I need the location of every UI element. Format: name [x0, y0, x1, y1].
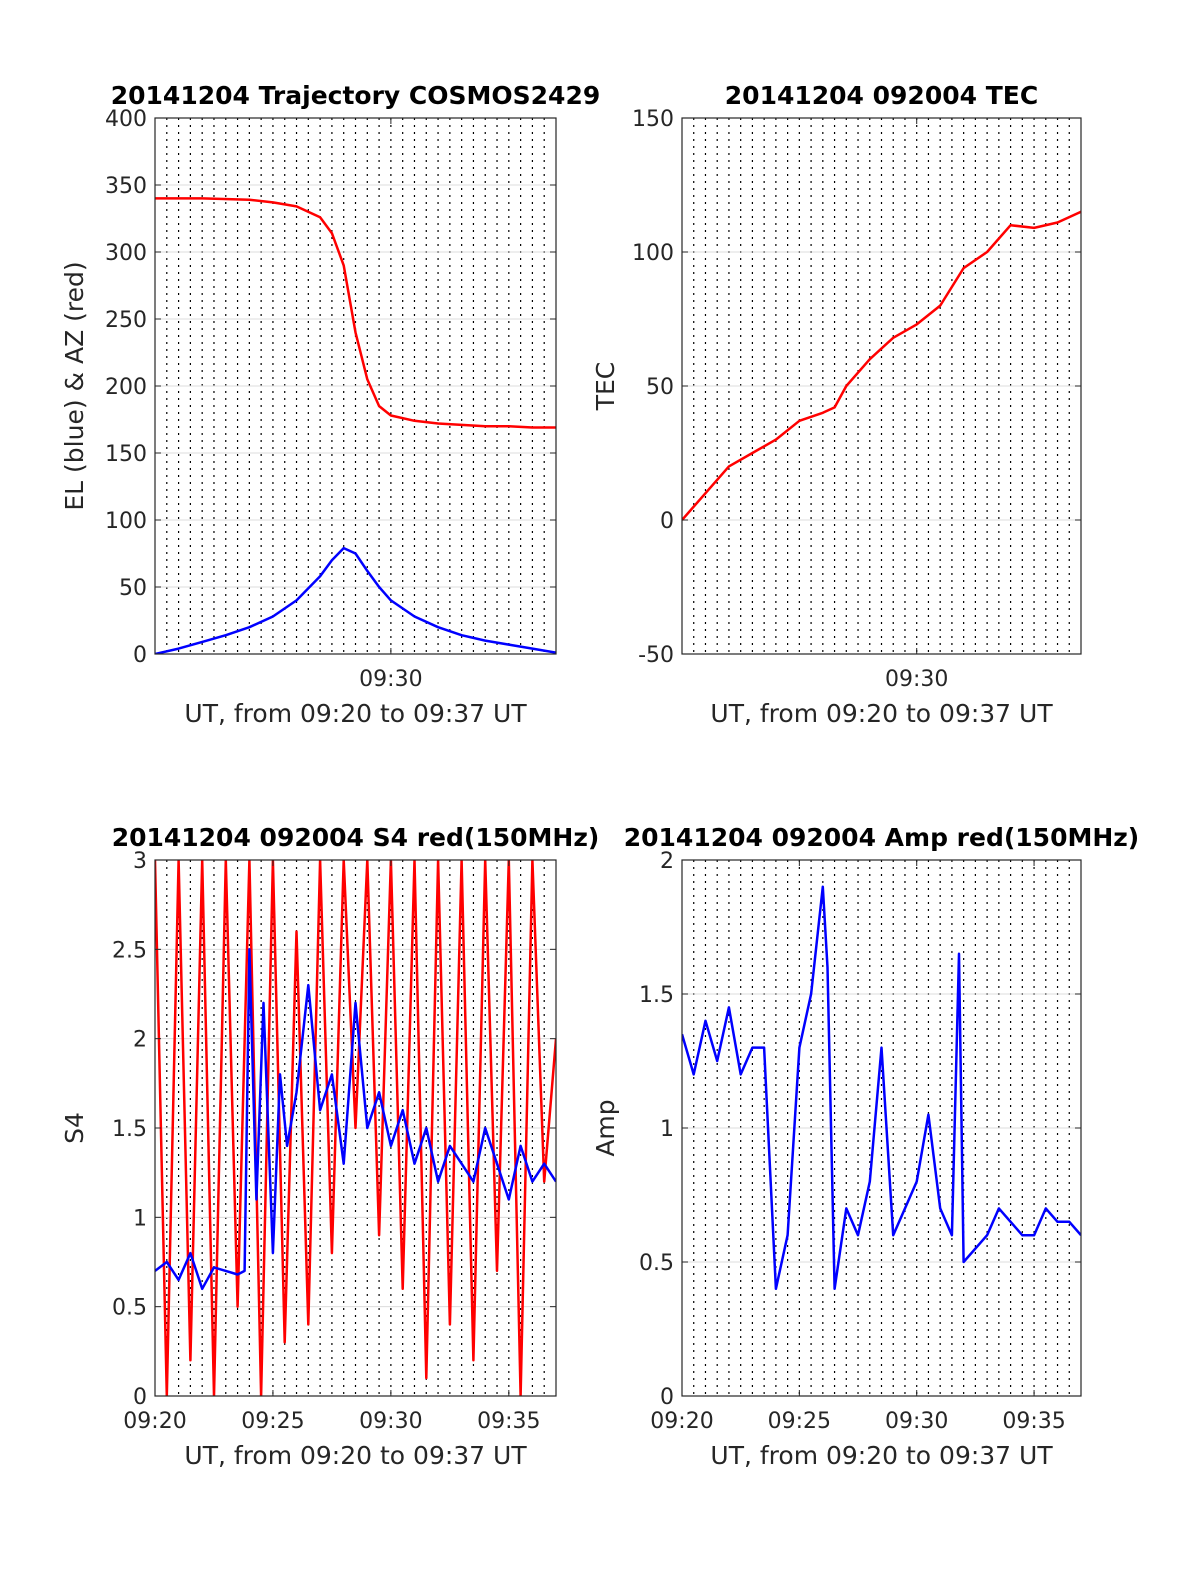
- x-tick-label: 09:30: [359, 1409, 422, 1434]
- y-tick-label: 3: [133, 849, 147, 874]
- chart-title: 20141204 092004 TEC: [725, 81, 1038, 110]
- x-tick-label: 09:30: [359, 667, 422, 692]
- chart-0: 0 50 100 150 200 250 300 350 400 09:30 20141204 Tr…: [60, 81, 600, 728]
- x-tick-label: 09:20: [650, 1409, 713, 1434]
- y-tick-label: 0: [133, 1385, 147, 1410]
- y-tick-label: 1: [133, 1206, 147, 1231]
- series-line-0: [155, 860, 556, 1396]
- series-line-0: [155, 197, 556, 429]
- series-line-0: [682, 885, 1081, 1291]
- y-axis-label: TEC: [591, 362, 620, 412]
- chart-2: 0 0.5 1 1.5 2 2.5 3 09:20 09:25 09:30 09:35 2014120…: [60, 823, 599, 1470]
- y-tick-label: 200: [105, 375, 147, 400]
- y-tick-label: 150: [632, 107, 674, 132]
- y-tick-label: 100: [105, 509, 147, 534]
- y-tick-label: 2.5: [112, 938, 147, 963]
- y-tick-label: 0: [660, 1385, 674, 1410]
- x-axis-label: UT, from 09:20 to 09:37 UT: [184, 1441, 527, 1470]
- x-axis-label: UT, from 09:20 to 09:37 UT: [710, 699, 1053, 728]
- series-line-0: [682, 210, 1081, 521]
- x-axis-label: UT, from 09:20 to 09:37 UT: [710, 1441, 1053, 1470]
- x-tick-label: 09:20: [123, 1409, 186, 1434]
- y-tick-label: 0: [660, 509, 674, 534]
- chart-title: 20141204 092004 Amp red(150MHz): [624, 823, 1140, 852]
- chart-1: -50 0 50 100 150 09:30 20141204 092004 TEC UT, …: [591, 81, 1082, 728]
- y-tick-label: -50: [638, 643, 674, 668]
- y-tick-label: 350: [105, 174, 147, 199]
- y-tick-label: 400: [105, 107, 147, 132]
- chart-title: 20141204 Trajectory COSMOS2429: [111, 81, 601, 110]
- chart-3: 0 0.5 1 1.5 2 09:20 09:25 09:30 09:35 20141204 09…: [591, 823, 1139, 1470]
- y-tick-label: 1: [660, 1117, 674, 1142]
- y-tick-label: 1.5: [112, 1117, 147, 1142]
- y-tick-label: 2: [660, 849, 674, 874]
- y-tick-label: 50: [119, 576, 147, 601]
- y-tick-label: 300: [105, 241, 147, 266]
- series-line-1: [155, 948, 556, 1291]
- y-tick-label: 0: [133, 643, 147, 668]
- y-axis-label: Amp: [591, 1099, 620, 1156]
- y-tick-label: 0.5: [639, 1251, 674, 1276]
- x-tick-label: 09:30: [885, 667, 948, 692]
- x-tick-label: 09:35: [1002, 1409, 1065, 1434]
- y-axis-label: S4: [60, 1112, 89, 1144]
- y-tick-label: 50: [646, 375, 674, 400]
- y-tick-label: 2: [133, 1028, 147, 1053]
- x-tick-label: 09:35: [477, 1409, 540, 1434]
- x-tick-label: 09:25: [241, 1409, 304, 1434]
- x-tick-label: 09:30: [885, 1409, 948, 1434]
- y-tick-label: 150: [105, 442, 147, 467]
- chart-title: 20141204 092004 S4 red(150MHz): [112, 823, 600, 852]
- y-tick-label: 1.5: [639, 983, 674, 1008]
- y-tick-label: 100: [632, 241, 674, 266]
- y-axis-label: EL (blue) & AZ (red): [60, 261, 89, 510]
- y-tick-label: 0.5: [112, 1296, 147, 1321]
- series-line-1: [155, 546, 556, 654]
- y-tick-label: 250: [105, 308, 147, 333]
- x-axis-label: UT, from 09:20 to 09:37 UT: [184, 699, 527, 728]
- x-tick-label: 09:25: [768, 1409, 831, 1434]
